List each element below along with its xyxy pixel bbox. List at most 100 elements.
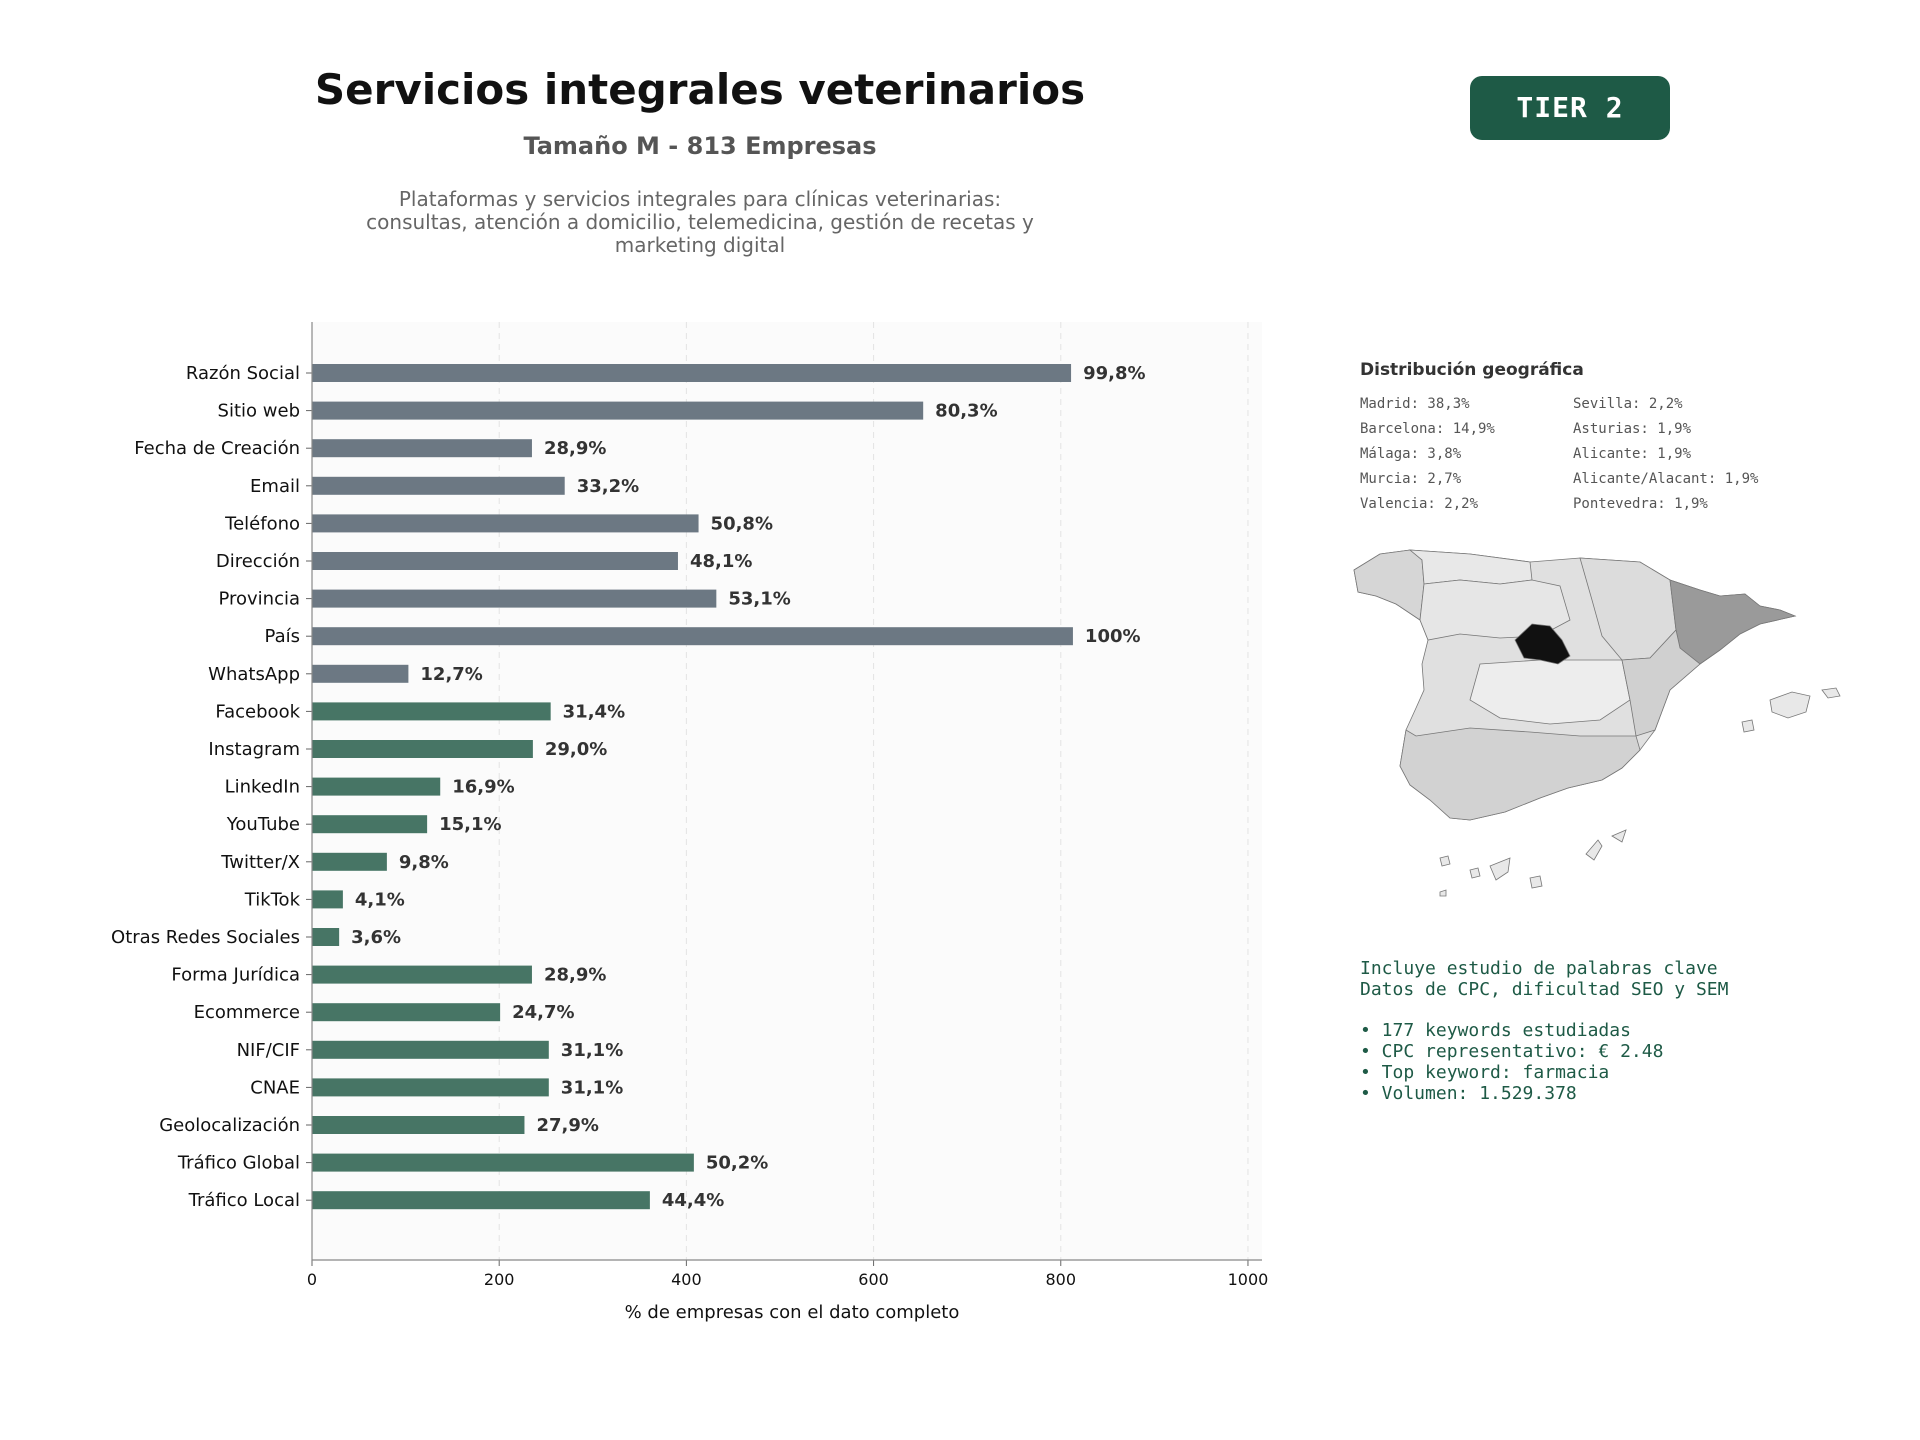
category-label: País	[265, 626, 300, 647]
data-label: 29,0%	[545, 739, 607, 760]
canary-islands	[1439, 829, 1627, 897]
category-label: Teléfono	[224, 513, 300, 534]
bar	[312, 702, 551, 721]
x-tick-label: 800	[1045, 1270, 1076, 1289]
geo-item: Valencia: 2,2%	[1360, 496, 1479, 512]
bar	[312, 740, 533, 758]
geo-list: Madrid: 38,3% Sevilla: 2,2% Barcelona: 1…	[1360, 396, 1880, 512]
bar	[312, 1116, 525, 1134]
category-label: Tráfico Local	[188, 1190, 300, 1211]
category-label: Geolocalización	[159, 1115, 300, 1136]
andalusia-region	[1399, 727, 1641, 821]
geo-item: Alicante: 1,9%	[1573, 446, 1692, 462]
geo-title: Distribución geográfica	[1360, 360, 1584, 380]
data-label: 100%	[1085, 626, 1141, 647]
canary-island	[1585, 839, 1603, 861]
x-tick-label: 0	[307, 1270, 317, 1289]
data-label: 28,9%	[544, 965, 606, 986]
category-label: Twitter/X	[220, 852, 300, 873]
category-label: Forma Jurídica	[171, 965, 300, 986]
page-subtitle: Tamaño M - 813 Empresas	[523, 132, 877, 160]
category-label: YouTube	[226, 814, 300, 835]
canary-island	[1611, 829, 1627, 843]
data-label: 24,7%	[512, 1002, 574, 1023]
bar	[312, 1003, 501, 1022]
bar	[312, 552, 678, 570]
category-label: Fecha de Creación	[134, 438, 300, 459]
bar	[312, 1153, 694, 1172]
data-label: 12,7%	[420, 664, 482, 685]
canary-island	[1529, 875, 1543, 889]
madrid-region	[1514, 623, 1571, 665]
tier-badge: TIER 2	[1470, 76, 1670, 140]
spacer	[1360, 1000, 1880, 1020]
bar	[312, 1191, 650, 1210]
data-label: 50,8%	[711, 513, 773, 534]
canary-island	[1439, 855, 1451, 867]
mallorca-island	[1769, 691, 1811, 719]
x-tick-label: 600	[858, 1270, 889, 1289]
header: Servicios integrales veterinarios Tamaño…	[250, 60, 1150, 257]
galicia-region	[1353, 549, 1425, 621]
geo-item: Pontevedra: 1,9%	[1573, 496, 1708, 512]
keyword-item: • Volumen: 1.529.378	[1360, 1083, 1577, 1104]
category-label: Provincia	[218, 589, 300, 610]
data-label: 44,4%	[662, 1190, 724, 1211]
keyword-item: • 177 keywords estudiadas	[1360, 1020, 1631, 1041]
geo-item: Madrid: 38,3%	[1360, 396, 1470, 412]
castilla-mancha-region	[1469, 659, 1631, 725]
keyword-item: • Top keyword: farmacia	[1360, 1062, 1610, 1083]
bar	[312, 890, 343, 909]
bar	[312, 364, 1072, 382]
catalonia-region	[1669, 579, 1797, 665]
bar	[312, 401, 924, 420]
category-label: Tráfico Global	[177, 1153, 300, 1174]
bar	[312, 965, 532, 984]
bar	[312, 777, 441, 796]
bar	[312, 589, 717, 608]
geo-item: Sevilla: 2,2%	[1573, 396, 1683, 412]
data-label: 50,2%	[706, 1153, 768, 1174]
bar	[312, 1078, 549, 1097]
peninsula	[1353, 549, 1797, 821]
spain-province-map	[1353, 549, 1841, 897]
bar	[312, 514, 699, 533]
page-description: Plataformas y servicios integrales para …	[366, 187, 1034, 257]
category-label: CNAE	[250, 1077, 300, 1098]
data-label: 31,4%	[563, 701, 625, 722]
bar	[312, 439, 532, 458]
ibiza-island	[1741, 719, 1755, 733]
geo-item: Murcia: 2,7%	[1360, 471, 1462, 487]
category-label: TikTok	[244, 889, 301, 910]
data-label: 9,8%	[399, 852, 449, 873]
data-label: 53,1%	[728, 589, 790, 610]
balearic-islands	[1741, 687, 1841, 733]
bar	[312, 627, 1073, 646]
category-label: Email	[250, 476, 300, 497]
data-label: 31,1%	[561, 1077, 623, 1098]
x-tick-label: 200	[484, 1270, 515, 1289]
cantabrian-region	[1408, 549, 1533, 585]
bar	[312, 928, 340, 946]
valencia-region	[1621, 629, 1701, 737]
geo-distribution: Distribución geográfica Madrid: 38,3% Se…	[1360, 360, 1880, 512]
data-label: 15,1%	[439, 814, 501, 835]
keyword-item: • CPC representativo: € 2.48	[1360, 1041, 1664, 1062]
category-label: Ecommerce	[194, 1002, 300, 1023]
data-label: 80,3%	[935, 401, 997, 422]
category-label: WhatsApp	[208, 664, 300, 685]
bar	[312, 1040, 549, 1059]
geo-item: Asturias: 1,9%	[1573, 421, 1692, 437]
menorca-island	[1821, 687, 1841, 699]
data-label: 33,2%	[577, 476, 639, 497]
category-label: Facebook	[215, 701, 300, 722]
data-label: 48,1%	[690, 551, 752, 572]
x-axis-label: % de empresas con el dato completo	[625, 1302, 960, 1323]
canary-island	[1439, 889, 1447, 897]
bar	[312, 852, 387, 871]
data-label: 28,9%	[544, 438, 606, 459]
data-label: 3,6%	[351, 927, 401, 948]
category-label: Dirección	[216, 551, 300, 572]
geo-item: Alicante/Alacant: 1,9%	[1573, 471, 1759, 487]
category-label: Otras Redes Sociales	[111, 927, 300, 948]
